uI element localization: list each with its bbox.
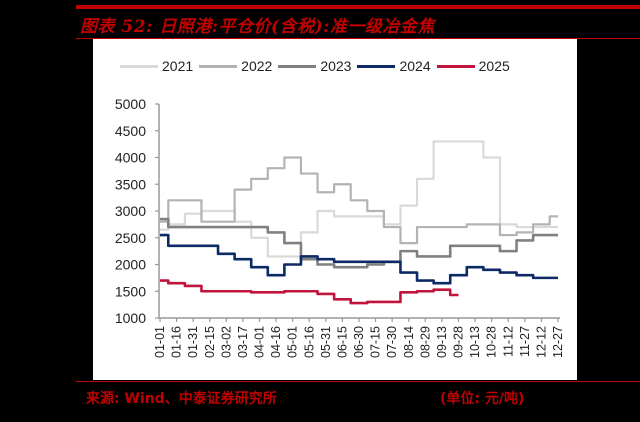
series-line-2022 [160,156,558,245]
footer-divider [76,381,640,382]
series-line-2021 [160,140,558,258]
x-tick-label: 01-31 [186,326,200,358]
unit-note: (单位: 元/吨) [440,391,525,407]
legend-item-2021: 2021 [120,58,193,74]
x-tick-label: 02-15 [203,326,217,358]
x-tick-label: 11-12 [501,326,515,357]
x-tick-label: 09-28 [452,326,466,358]
title-divider [76,38,640,39]
legend-swatch [436,64,475,68]
title-top-bar [78,5,640,9]
x-tick-label: 10-13 [468,326,482,358]
y-tick-label: 1500 [115,283,146,299]
legend-item-2023: 2023 [278,58,351,74]
x-tick-label: 08-14 [402,326,416,358]
x-tick-label: 06-15 [335,326,349,358]
series-line-2024 [160,233,558,285]
chart-panel [93,39,577,380]
x-tick-label: 01-01 [153,326,167,358]
x-tick-label: 01-16 [170,326,184,358]
y-tick-label: 2000 [115,257,146,273]
y-tick-label: 4500 [115,123,146,139]
y-tick-label: 3500 [115,176,146,192]
legend-item-2024: 2024 [357,58,431,74]
legend-item-2025: 2025 [436,58,510,74]
y-tick-label: 4000 [115,150,146,166]
legend-swatch [278,64,317,68]
source-note: 来源: Wind、中泰证券研究所 [86,391,277,407]
x-tick-label: 12-12 [534,326,548,358]
y-tick-label: 2500 [115,230,146,246]
legend-label: 2023 [320,58,352,74]
y-tick-label: 5000 [115,96,146,112]
x-tick-label: 03-17 [236,326,250,358]
x-tick-label: 04-01 [253,326,267,358]
legend-label: 2022 [241,58,273,74]
x-tick-label: 07-15 [369,326,383,358]
figure-title: 图表 52: 日照港:平仓价(含税):准一级冶金焦 [80,17,435,37]
x-tick-label: 04-16 [269,326,283,358]
x-tick-label: 10-28 [485,326,499,358]
x-tick-label: 09-13 [435,326,449,358]
series-line-2023 [160,217,558,269]
legend-swatch [199,64,238,68]
legend-item-2022: 2022 [199,58,272,74]
chart-legend: 2021 2022 2023 2024 2025 [120,58,516,74]
legend-label: 2021 [162,58,194,74]
x-tick-label: 07-30 [385,326,399,358]
x-tick-label: 05-31 [319,326,333,358]
x-tick-label: 12-27 [551,326,565,358]
y-tick-label: 3000 [115,203,146,219]
x-tick-label: 05-01 [286,326,300,358]
legend-label: 2024 [399,58,431,74]
legend-swatch [357,64,396,68]
x-tick-label: 11-27 [518,326,532,357]
y-tick-label: 1000 [115,310,146,326]
x-tick-label: 06-30 [352,326,366,358]
series-line-2025 [160,279,459,305]
x-tick-label: 05-16 [302,326,316,358]
legend-swatch [120,64,158,68]
x-tick-label: 08-29 [418,326,432,358]
x-tick-label: 03-02 [219,326,233,358]
legend-label: 2025 [478,58,510,74]
